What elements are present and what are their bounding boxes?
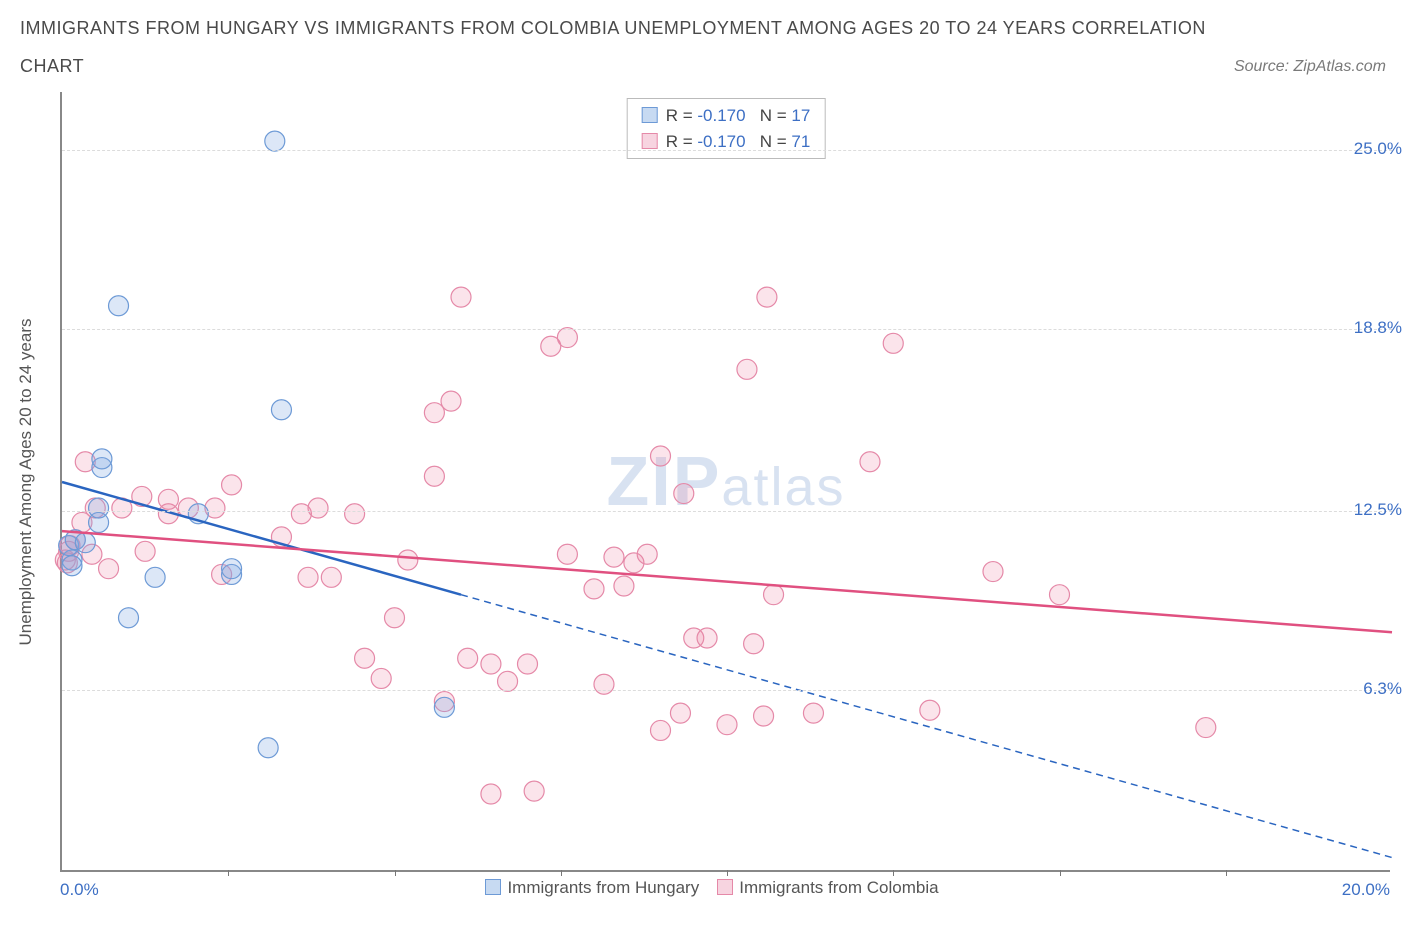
legend-label: Immigrants from Colombia	[739, 878, 938, 897]
legend-swatch-icon	[717, 879, 733, 895]
y-tick-label: 25.0%	[1332, 139, 1402, 159]
swatch-icon	[642, 133, 658, 149]
legend-swatch-icon	[485, 879, 501, 895]
scatter-point-colombia	[222, 475, 242, 495]
trend-extrap-hungary	[461, 595, 1392, 858]
scatter-point-colombia	[764, 585, 784, 605]
scatter-point-colombia	[458, 648, 478, 668]
gridline	[62, 511, 1392, 512]
scatter-point-colombia	[398, 550, 418, 570]
scatter-point-colombia	[557, 328, 577, 348]
scatter-point-colombia	[1196, 718, 1216, 738]
chart-subtitle: CHART	[20, 56, 84, 77]
scatter-point-hungary	[265, 131, 285, 151]
scatter-point-colombia	[697, 628, 717, 648]
scatter-point-hungary	[109, 296, 129, 316]
scatter-point-colombia	[651, 720, 671, 740]
x-tick-mark	[561, 870, 562, 876]
scatter-point-colombia	[674, 484, 694, 504]
scatter-point-colombia	[717, 715, 737, 735]
scatter-point-colombia	[803, 703, 823, 723]
scatter-point-colombia	[518, 654, 538, 674]
scatter-point-colombia	[604, 547, 624, 567]
scatter-point-colombia	[424, 466, 444, 486]
scatter-point-colombia	[385, 608, 405, 628]
scatter-point-colombia	[321, 567, 341, 587]
scatter-point-colombia	[371, 668, 391, 688]
legend-label: Immigrants from Hungary	[507, 878, 699, 897]
chart-source: Source: ZipAtlas.com	[1234, 58, 1386, 76]
x-tick-mark	[395, 870, 396, 876]
scatter-point-colombia	[557, 544, 577, 564]
scatter-point-hungary	[145, 567, 165, 587]
scatter-point-colombia	[584, 579, 604, 599]
scatter-point-colombia	[498, 671, 518, 691]
x-tick-mark	[228, 870, 229, 876]
x-tick-mark	[1060, 870, 1061, 876]
scatter-point-hungary	[434, 697, 454, 717]
plot-area: ZIPatlas R = -0.170 N = 17R = -0.170 N =…	[60, 92, 1390, 872]
gridline	[62, 690, 1392, 691]
scatter-point-hungary	[89, 498, 109, 518]
scatter-point-colombia	[451, 287, 471, 307]
scatter-point-colombia	[1050, 585, 1070, 605]
x-tick-mark	[893, 870, 894, 876]
scatter-point-colombia	[860, 452, 880, 472]
scatter-point-colombia	[920, 700, 940, 720]
scatter-point-hungary	[222, 559, 242, 579]
scatter-point-colombia	[481, 654, 501, 674]
gridline	[62, 329, 1392, 330]
plot-svg	[62, 92, 1392, 872]
y-tick-label: 6.3%	[1332, 679, 1402, 699]
swatch-icon	[642, 107, 658, 123]
y-tick-label: 18.8%	[1332, 318, 1402, 338]
scatter-point-colombia	[983, 562, 1003, 582]
scatter-point-colombia	[737, 359, 757, 379]
y-axis-label: Unemployment Among Ages 20 to 24 years	[16, 92, 36, 872]
scatter-point-colombia	[524, 781, 544, 801]
scatter-point-hungary	[271, 400, 291, 420]
scatter-point-colombia	[355, 648, 375, 668]
trend-line-hungary	[62, 482, 461, 595]
scatter-point-hungary	[75, 533, 95, 553]
scatter-point-colombia	[298, 567, 318, 587]
scatter-point-colombia	[670, 703, 690, 723]
chart-title: IMMIGRANTS FROM HUNGARY VS IMMIGRANTS FR…	[20, 18, 1206, 38]
scatter-point-hungary	[258, 738, 278, 758]
scatter-point-colombia	[744, 634, 764, 654]
y-tick-label: 12.5%	[1332, 500, 1402, 520]
scatter-point-colombia	[883, 333, 903, 353]
scatter-point-hungary	[62, 556, 82, 576]
scatter-point-colombia	[345, 504, 365, 524]
scatter-point-hungary	[119, 608, 139, 628]
scatter-point-colombia	[637, 544, 657, 564]
gridline	[62, 150, 1392, 151]
scatter-point-colombia	[481, 784, 501, 804]
scatter-point-colombia	[441, 391, 461, 411]
x-tick-mark	[1226, 870, 1227, 876]
scatter-point-colombia	[99, 559, 119, 579]
trend-line-colombia	[62, 531, 1392, 632]
scatter-point-colombia	[135, 541, 155, 561]
scatter-point-hungary	[92, 449, 112, 469]
scatter-point-colombia	[594, 674, 614, 694]
scatter-point-colombia	[158, 489, 178, 509]
bottom-legend: Immigrants from Hungary Immigrants from C…	[0, 878, 1406, 898]
scatter-point-colombia	[424, 403, 444, 423]
scatter-point-colombia	[754, 706, 774, 726]
corr-row-hungary: R = -0.170 N = 17	[642, 103, 811, 129]
scatter-point-colombia	[757, 287, 777, 307]
scatter-point-colombia	[308, 498, 328, 518]
x-tick-mark	[727, 870, 728, 876]
scatter-point-colombia	[651, 446, 671, 466]
scatter-point-colombia	[614, 576, 634, 596]
